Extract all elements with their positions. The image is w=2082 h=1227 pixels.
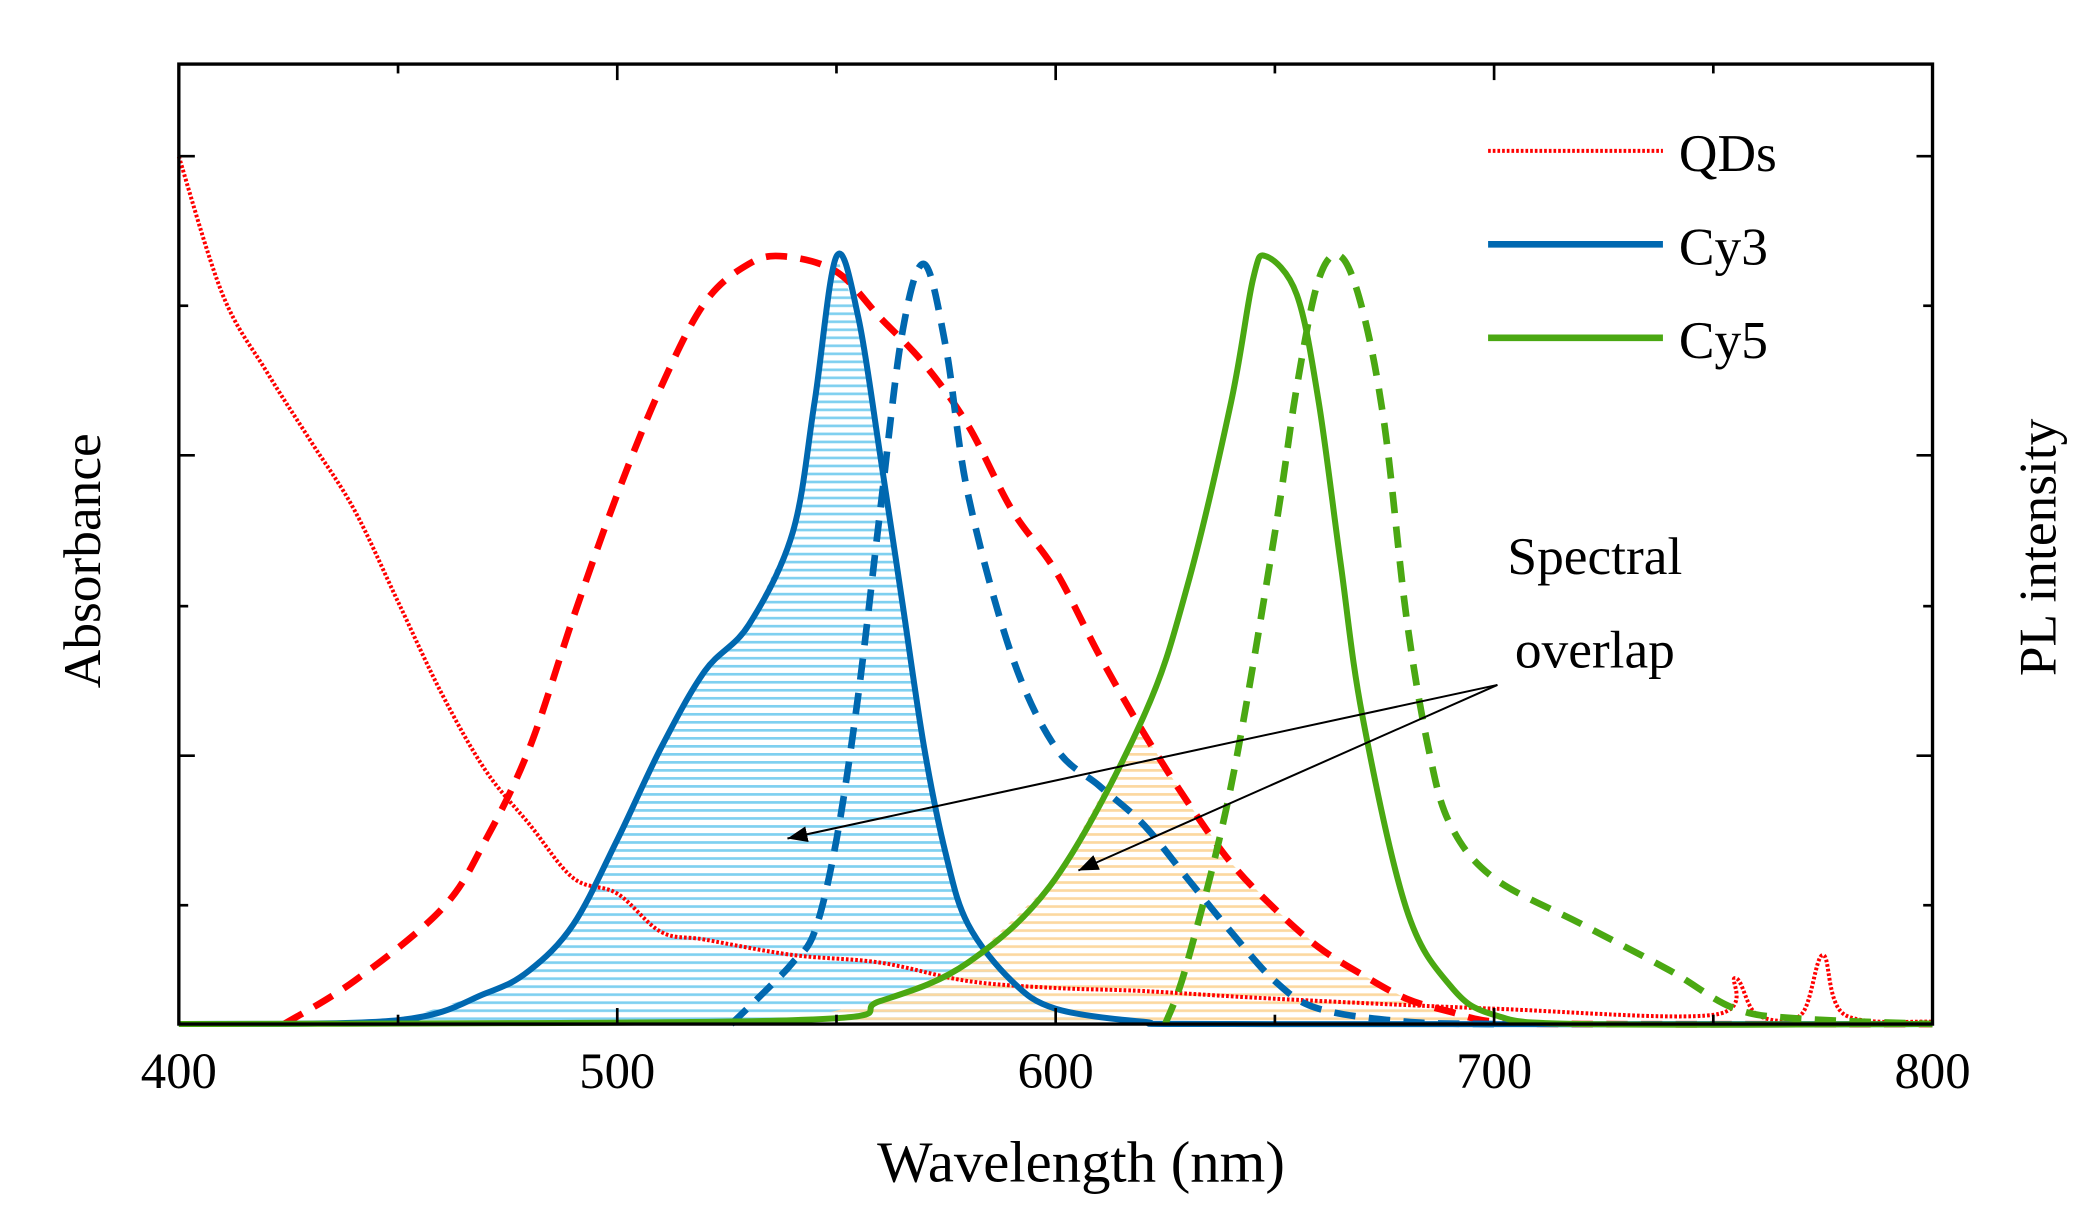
series-qds-absorbance (176, 155, 1933, 1025)
x-tick-label: 700 (1456, 1043, 1532, 1099)
legend-label-qds: QDs (1679, 123, 1777, 183)
legend: QDs Cy3 Cy5 (1488, 123, 1777, 370)
y-axis-title-right: PL intensity (2007, 418, 2067, 676)
series-qds-emission (282, 252, 1933, 1028)
x-tick-label: 800 (1894, 1043, 1970, 1099)
series-cy5-absorption (178, 252, 1933, 1028)
x-axis-title: Wavelength (nm) (877, 1130, 1285, 1195)
annotation-line1: Spectral (1507, 526, 1682, 586)
y-axis-title-left: Absorbance (52, 433, 112, 688)
series-cy3-emission (728, 260, 1495, 1028)
x-tick-label: 500 (579, 1043, 655, 1099)
series-cy5-emission (1162, 251, 1933, 1028)
overlap-fills (354, 255, 1582, 1025)
cy3-overlap-fill (354, 255, 1232, 1025)
x-tick-label: 400 (141, 1043, 217, 1099)
axis-ticks (177, 64, 1934, 1025)
spectral-overlap-annotation: Spectral overlap (787, 526, 1682, 872)
series-group (176, 155, 1933, 1028)
legend-label-cy5: Cy5 (1679, 310, 1768, 370)
annotation-line2: overlap (1515, 620, 1675, 680)
series-cy3-absorption (178, 250, 1933, 1028)
legend-label-cy3: Cy3 (1679, 216, 1768, 276)
x-tick-label: 600 (1018, 1043, 1094, 1099)
annotation-arrow-cy5 (1077, 684, 1498, 872)
annotation-arrow-cy3 (787, 683, 1498, 843)
